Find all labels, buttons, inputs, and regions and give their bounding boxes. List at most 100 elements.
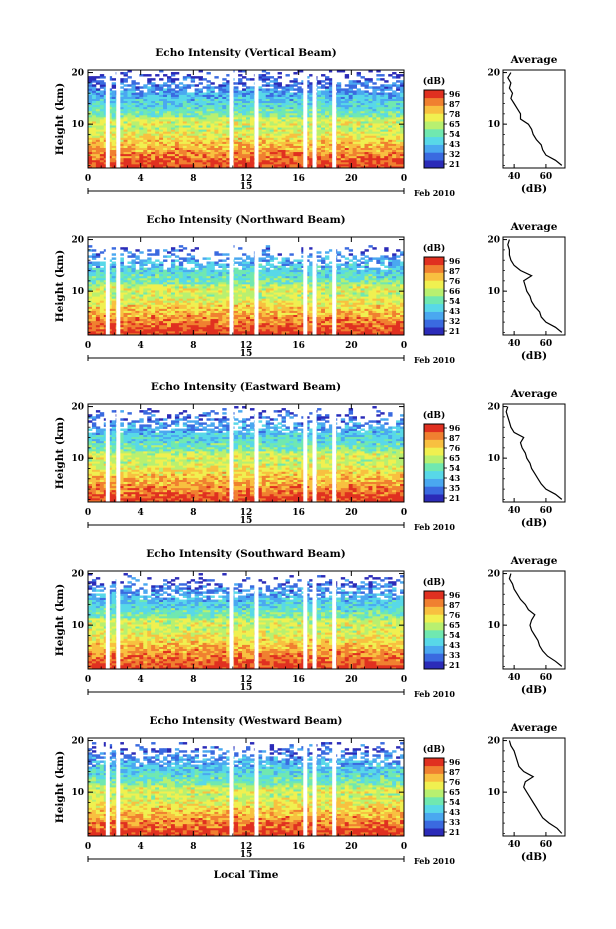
heatmap-cell xyxy=(336,129,342,132)
heatmap-cell xyxy=(356,94,361,97)
heatmap-cell xyxy=(321,149,326,153)
heatmap-cell xyxy=(194,106,199,110)
heatmap-cell xyxy=(186,290,192,293)
heatmap-cell xyxy=(261,129,267,132)
heatmap-cell xyxy=(226,98,231,102)
heatmap-cell xyxy=(111,332,117,336)
heatmap-cell xyxy=(396,116,401,120)
heatmap-cell xyxy=(246,163,251,167)
heatmap-cell xyxy=(143,318,148,322)
heatmap-cell xyxy=(88,157,93,161)
heatmap-cell xyxy=(127,143,132,146)
heatmap-cell xyxy=(328,78,334,81)
heatmap-cell xyxy=(222,112,227,116)
heatmap-cell xyxy=(277,110,282,114)
heatmap-cell xyxy=(380,143,385,146)
heatmap-cell xyxy=(159,320,164,324)
heatmap-cell xyxy=(305,114,310,118)
heatmap-cell xyxy=(127,296,132,299)
heatmap-cell xyxy=(336,84,342,87)
heatmap-cell xyxy=(238,119,243,122)
heatmap-cell xyxy=(178,332,184,336)
heatmap-cell xyxy=(238,137,243,140)
heatmap-cell xyxy=(344,110,350,114)
heatmap-cell xyxy=(123,145,128,148)
heatmap-cell xyxy=(155,129,160,132)
heatmap-cell xyxy=(364,163,369,167)
heatmap-cell xyxy=(107,273,113,277)
heatmap-cell xyxy=(111,98,117,102)
heatmap-cell xyxy=(325,96,330,99)
heatmap-cell xyxy=(246,106,251,110)
heatmap-cell xyxy=(111,108,117,112)
heatmap-cell xyxy=(336,147,342,151)
heatmap-cell xyxy=(285,161,290,165)
heatmap-cell xyxy=(384,100,389,104)
heatmap-cell xyxy=(206,316,211,320)
heatmap-cell xyxy=(269,123,275,126)
heatmap-cell xyxy=(135,112,140,116)
heatmap-cell xyxy=(328,139,334,142)
heatmap-cell xyxy=(305,108,310,112)
heatmap-cell xyxy=(139,108,144,112)
heatmap-cell xyxy=(123,143,128,146)
heatmap-cell xyxy=(119,155,124,159)
heatmap-cell xyxy=(159,308,164,311)
heatmap-cell xyxy=(285,159,290,163)
heatmap-cell xyxy=(194,300,199,303)
heatmap-cell xyxy=(281,143,286,146)
heatmap-cell xyxy=(325,157,330,161)
heatmap-cell xyxy=(238,112,243,116)
heatmap-cell xyxy=(376,102,381,106)
heatmap-cell xyxy=(182,320,188,324)
heatmap-cell xyxy=(182,92,188,95)
heatmap-cell xyxy=(123,139,128,142)
heatmap-cell xyxy=(111,273,117,277)
heatmap-cell xyxy=(317,106,322,110)
heatmap-cell xyxy=(206,265,211,269)
heatmap-cell xyxy=(111,290,117,293)
heatmap-cell xyxy=(99,157,105,161)
heatmap-cell xyxy=(206,290,211,293)
heatmap-cell xyxy=(127,76,132,79)
heatmap-cell xyxy=(151,308,156,311)
heatmap-cell xyxy=(384,139,389,142)
heatmap-cell xyxy=(131,312,136,315)
heatmap-cell xyxy=(135,316,140,320)
heatmap-cell xyxy=(202,98,207,102)
heatmap-cell xyxy=(293,153,298,157)
heatmap-cell xyxy=(372,90,377,93)
heatmap-cell xyxy=(123,94,128,97)
heatmap-cell xyxy=(174,165,180,169)
heatmap-cell xyxy=(151,110,156,114)
heatmap-cell xyxy=(91,112,97,116)
heatmap-cell xyxy=(388,86,393,89)
heatmap-cell xyxy=(214,332,219,336)
heatmap-cell xyxy=(143,290,148,293)
heatmap-cell xyxy=(206,286,211,289)
heatmap-cell xyxy=(202,330,207,334)
heatmap-cell xyxy=(226,322,231,326)
heatmap-cell xyxy=(190,275,196,279)
heatmap-cell xyxy=(289,86,294,89)
heatmap-cell xyxy=(392,123,397,126)
heatmap-cell xyxy=(206,112,211,116)
heatmap-cell xyxy=(222,332,227,336)
heatmap-cell xyxy=(190,78,196,81)
heatmap-cell xyxy=(380,96,385,99)
heatmap-cell xyxy=(226,149,231,153)
heatmap-cell xyxy=(356,137,361,140)
heatmap-cell xyxy=(91,90,97,93)
heatmap-cell xyxy=(123,72,128,75)
heatmap-cell xyxy=(293,125,298,128)
heatmap-cell xyxy=(328,165,334,169)
heatmap-cell xyxy=(95,302,101,305)
heatmap-cell xyxy=(222,86,227,89)
heatmap-cell xyxy=(309,82,314,85)
heatmap-cell xyxy=(127,165,132,169)
heatmap-cell xyxy=(289,119,294,122)
heatmap-cell xyxy=(170,125,176,128)
heatmap-cell xyxy=(238,263,243,266)
heatmap-cell xyxy=(99,332,105,336)
heatmap-cell xyxy=(328,147,334,151)
